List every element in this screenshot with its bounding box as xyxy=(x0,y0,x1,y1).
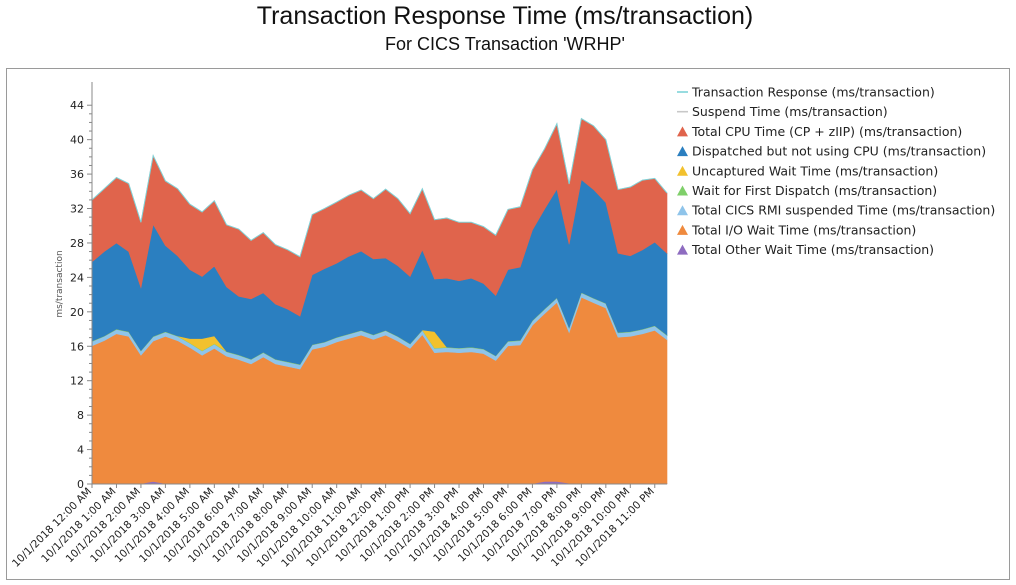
y-tick-label: 24 xyxy=(70,271,84,284)
y-tick-label: 4 xyxy=(77,444,84,457)
legend-marker-triangle xyxy=(677,146,688,157)
y-tick-label: 36 xyxy=(70,168,84,181)
legend-item-label: Wait for First Dispatch (ms/transaction) xyxy=(692,183,937,198)
legend-item-label: Total I/O Wait Time (ms/transaction) xyxy=(691,222,916,237)
legend-item-label: Total Other Wait Time (ms/transaction) xyxy=(691,242,934,257)
chart-subtitle: For CICS Transaction 'WRHP' xyxy=(385,34,625,54)
legend-marker-triangle xyxy=(677,165,688,176)
legend-item-label: Total CICS RMI suspended Time (ms/transa… xyxy=(691,203,995,218)
y-tick-label: 0 xyxy=(77,478,84,491)
y-tick-label: 28 xyxy=(70,237,84,250)
legend: Transaction Response (ms/transaction) Sus… xyxy=(677,85,995,257)
y-tick-label: 40 xyxy=(70,134,84,147)
line-transaction-response xyxy=(91,117,668,258)
legend-item-label: Transaction Response (ms/transaction) xyxy=(691,85,935,100)
y-tick-label: 8 xyxy=(77,409,84,422)
area-layers xyxy=(91,117,668,485)
legend-marker-triangle xyxy=(677,185,688,196)
chart-title: Transaction Response Time (ms/transactio… xyxy=(256,2,754,30)
y-tick-label: 16 xyxy=(70,340,84,353)
y-axis-label: ms/transaction xyxy=(55,250,65,317)
legend-marker-triangle xyxy=(677,224,688,235)
legend-item-label: Suspend Time (ms/transaction) xyxy=(692,104,888,119)
y-tick-label: 32 xyxy=(70,203,84,216)
legend-item-label: Total CPU Time (CP + zIIP) (ms/transacti… xyxy=(691,124,962,139)
legend-item-label: Uncaptured Wait Time (ms/transaction) xyxy=(692,163,938,178)
legend-marker-triangle xyxy=(677,126,688,137)
y-tick-label: 12 xyxy=(70,375,84,388)
chart-frame xyxy=(6,68,1010,580)
y-tick-label: 20 xyxy=(70,306,84,319)
legend-marker-triangle xyxy=(677,205,688,216)
legend-item-label: Dispatched but not using CPU (ms/transac… xyxy=(692,144,986,159)
y-tick-label: 44 xyxy=(70,99,84,112)
legend-marker-triangle xyxy=(677,244,688,255)
